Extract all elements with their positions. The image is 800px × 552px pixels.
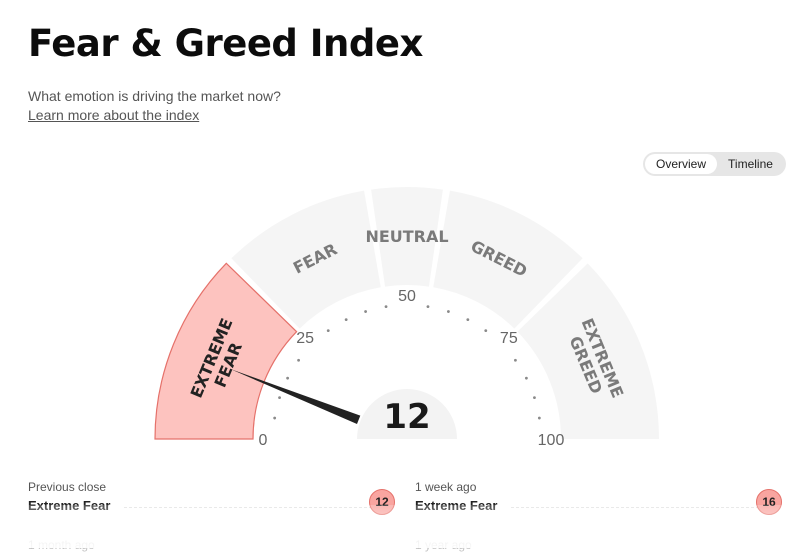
page-subtitle: What emotion is driving the market now? (28, 88, 281, 104)
scale-dot (326, 329, 330, 332)
scale-dot (384, 305, 388, 309)
scale-dot (466, 318, 470, 322)
stat-previous-close: Previous close Extreme Fear 12 (28, 480, 395, 515)
scale-dot (344, 318, 348, 322)
gauge-hub (357, 389, 457, 439)
stat-rating: Extreme Fear (415, 498, 498, 513)
view-toggle: Overview Timeline (643, 152, 786, 176)
scale-dot (533, 396, 536, 399)
stat-label: Previous close (28, 480, 107, 494)
gauge-needle (230, 369, 361, 425)
scale-dot (273, 416, 277, 420)
timeline-tab[interactable]: Timeline (728, 157, 773, 171)
scale-tick-label: 50 (398, 288, 416, 305)
gauge-segment-label-2: NEUTRAL (365, 227, 448, 246)
scale-tick-label: 100 (538, 432, 565, 449)
scale-dot (278, 396, 281, 399)
scale-dot (364, 310, 367, 313)
scale-tick-label: 75 (500, 330, 518, 347)
scale-tick-label: 0 (259, 432, 268, 449)
gauge-segment-1 (231, 190, 381, 329)
scale-dot (514, 358, 517, 362)
stat-rating: Extreme Fear (28, 498, 111, 513)
gauge-segment-4 (517, 263, 659, 439)
stat-label: 1 week ago (415, 480, 477, 494)
learn-more-link[interactable]: Learn more about the index (28, 107, 200, 123)
page-title: Fear & Greed Index (28, 22, 423, 65)
scale-dot (524, 376, 528, 380)
scale-dot (286, 376, 290, 380)
scale-dot (537, 416, 541, 420)
gauge-value: 12 (383, 397, 430, 437)
stat-one-month-ago-label: 1 month ago (28, 538, 95, 552)
score-badge: 16 (756, 489, 782, 515)
gauge-segment-2 (371, 186, 443, 287)
dashed-divider (511, 507, 759, 508)
stat-one-year-ago-label: 1 year ago (415, 538, 472, 552)
dashed-divider (124, 507, 372, 508)
overview-tab[interactable]: Overview (645, 154, 717, 174)
gauge-segment-0 (154, 262, 298, 440)
gauge-segment-3 (433, 190, 583, 329)
scale-dot (297, 358, 300, 362)
scale-dot (447, 310, 450, 313)
scale-dot (484, 329, 488, 332)
score-badge: 12 (369, 489, 395, 515)
stat-one-week-ago: 1 week ago Extreme Fear 16 (415, 480, 782, 515)
scale-tick-label: 25 (296, 330, 314, 347)
scale-dot (426, 305, 430, 309)
